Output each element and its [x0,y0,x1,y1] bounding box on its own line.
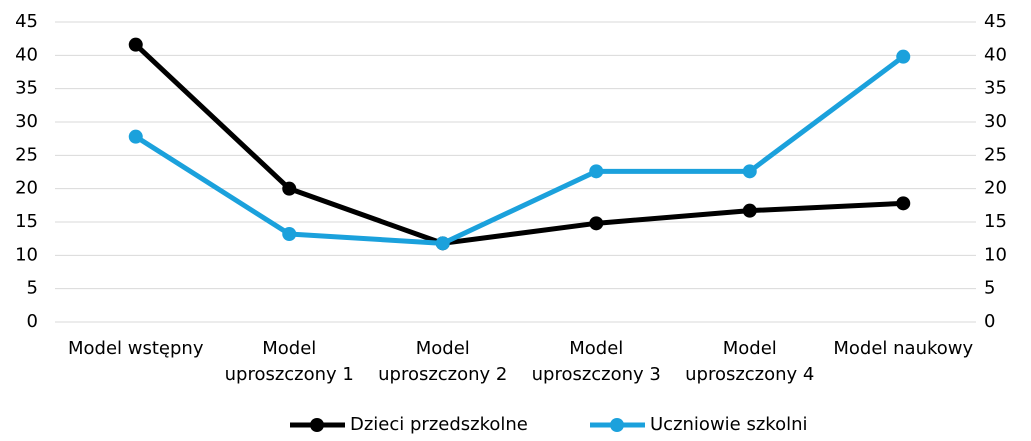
point [282,181,297,196]
y2-tick-label: 20 [984,178,1007,199]
point [128,37,143,52]
y2-tick-label: 0 [984,311,995,332]
y2-tick-label: 35 [984,78,1007,99]
x-tick-line: uproszczony 1 [225,364,354,385]
x-tick-line: uproszczony 3 [532,364,661,385]
y-tick-label: 25 [15,144,38,165]
x-tick-line: uproszczony 4 [685,364,814,385]
x-tick-label: Model naukowy [833,338,973,359]
series-line [134,42,904,246]
point [742,164,757,179]
point [896,196,911,211]
y-tick-label: 35 [15,78,38,99]
x-tick-label: Model wstępny [68,338,204,359]
legend-label: Uczniowie szkolni [650,414,808,435]
y-tick-label: 45 [15,11,38,32]
x-tick-line: Model [569,338,623,359]
y2-tick-label: 45 [984,11,1007,32]
point [282,227,297,241]
y-tick-label: 20 [15,178,38,199]
y2-tick-label: 30 [984,111,1007,132]
x-tick-label: Model uproszczony 2 [378,338,507,385]
y2-tick-label: 10 [984,244,1007,265]
y-tick-label: 10 [15,244,38,265]
point [742,203,757,218]
y2-tick-label: 5 [984,278,995,299]
x-tick-line: uproszczony 2 [378,364,507,385]
y2-tick-label: 40 [984,44,1007,65]
point [435,236,450,251]
x-tick-line: Model [416,338,470,359]
y-tick-label: 40 [15,44,38,65]
y-tick-label: 15 [15,211,38,232]
y-tick-label: 0 [27,311,38,332]
x-tick-label: Model uproszczony 4 [685,338,814,385]
legend-label: Dzieci przedszkolne [350,414,528,435]
y2-tick-label: 25 [984,144,1007,165]
point [589,164,604,179]
legend-marker [610,418,624,432]
y-tick-label: 30 [15,111,38,132]
point [589,216,604,231]
x-tick-line: Model [723,338,777,359]
x-tick-label: Model uproszczony 3 [532,338,661,385]
x-tick-line: Model [262,338,316,359]
y-tick-label: 5 [27,278,38,299]
x-tick-label: Model uproszczony 1 [225,338,354,385]
y2-tick-label: 15 [984,211,1007,232]
point [896,49,911,64]
legend-marker [310,418,324,432]
series-line [134,54,905,246]
point [128,129,143,144]
